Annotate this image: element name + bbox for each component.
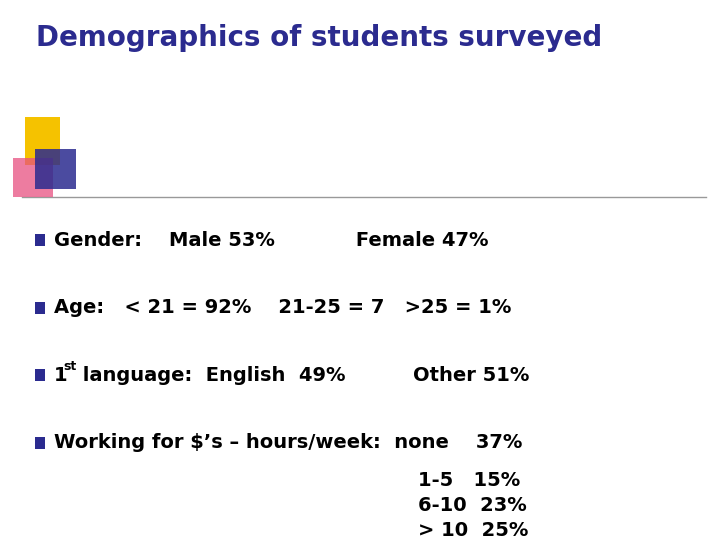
Text: Age:   < 21 = 92%    21-25 = 7   >25 = 1%: Age: < 21 = 92% 21-25 = 7 >25 = 1% xyxy=(54,298,511,318)
FancyBboxPatch shape xyxy=(13,158,53,197)
FancyBboxPatch shape xyxy=(35,148,76,189)
Text: 1: 1 xyxy=(54,366,68,385)
FancyBboxPatch shape xyxy=(35,437,45,449)
Text: Working for $’s – hours/week:  none    37%: Working for $’s – hours/week: none 37% xyxy=(54,433,523,453)
FancyBboxPatch shape xyxy=(35,234,45,246)
FancyBboxPatch shape xyxy=(25,117,60,165)
Text: > 10  25%: > 10 25% xyxy=(418,521,528,540)
Text: 1-5   15%: 1-5 15% xyxy=(418,471,520,490)
Text: Demographics of students surveyed: Demographics of students surveyed xyxy=(36,24,602,52)
FancyBboxPatch shape xyxy=(35,302,45,314)
Text: Gender:    Male 53%            Female 47%: Gender: Male 53% Female 47% xyxy=(54,231,488,250)
Text: 6-10  23%: 6-10 23% xyxy=(418,496,526,516)
Text: st: st xyxy=(63,360,76,373)
Text: language:  English  49%          Other 51%: language: English 49% Other 51% xyxy=(76,366,529,385)
FancyBboxPatch shape xyxy=(35,369,45,381)
